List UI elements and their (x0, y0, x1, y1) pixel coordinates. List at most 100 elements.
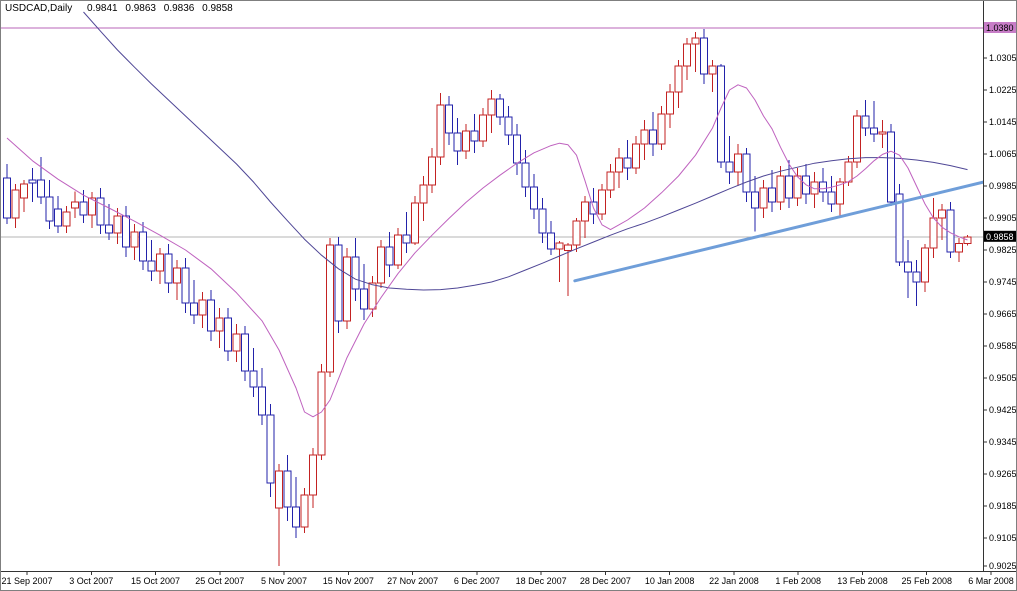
candle-body (836, 181, 844, 205)
candle-body (173, 267, 181, 284)
candle-body (513, 134, 521, 164)
candle-body (895, 193, 904, 263)
candle-body (368, 282, 377, 310)
candle-body (147, 260, 156, 272)
candle-body (666, 91, 674, 115)
candle-body (96, 197, 105, 226)
candle-body (606, 171, 615, 191)
candle-body (921, 247, 929, 283)
candle-body (54, 208, 62, 227)
candle-body (122, 215, 130, 248)
candle-body (683, 43, 691, 67)
candle-body (334, 244, 343, 322)
price-tick-label: 0.9585 (989, 341, 1017, 351)
time-tick-label: 6 Dec 2007 (454, 576, 500, 586)
time-tick-label: 6 Mar 2008 (968, 576, 1014, 586)
ma-slow-line (83, 11, 968, 291)
candle-body (385, 246, 394, 266)
price-tick-label: 0.9265 (989, 469, 1017, 479)
candle-body (360, 288, 368, 310)
candle-body (37, 179, 45, 198)
candle-body (45, 196, 54, 222)
candle-body (394, 234, 402, 266)
price-tick-label: 0.9505 (989, 373, 1017, 383)
price-tick-label: 0.9985 (989, 181, 1017, 191)
price-tick-label: 1.0305 (989, 53, 1017, 63)
candle-body (734, 153, 742, 173)
candle-body (156, 253, 164, 272)
time-tick-label: 5 Nov 2007 (261, 576, 307, 586)
candle-body (62, 211, 71, 227)
candle-body (28, 179, 37, 184)
time-tick-label: 22 Jan 2008 (709, 576, 759, 586)
horizontal-line-price-label: 1.0380 (986, 23, 1014, 33)
candle-body (819, 181, 827, 193)
candle-body (224, 317, 232, 352)
candle-body (768, 187, 776, 203)
plot-area[interactable] (1, 11, 984, 566)
current-price-badge (984, 230, 1016, 242)
candle-body (249, 370, 258, 388)
candle-body (453, 132, 462, 152)
time-tick-label: 28 Dec 2007 (580, 576, 631, 586)
price-tick-label: 0.9425 (989, 405, 1017, 415)
time-axis[interactable]: 21 Sep 2007 3 Oct 2007 15 Oct 2007 25 Oct 2… (1, 572, 1014, 586)
price-tick-label: 1.0145 (989, 117, 1017, 127)
time-tick-label: 10 Jan 2008 (645, 576, 695, 586)
candle-body (632, 143, 640, 169)
ma-fast-line (6, 84, 968, 418)
candle-body (530, 186, 538, 210)
candle-body (547, 232, 555, 250)
candle-body (623, 157, 632, 169)
quote-low: 0.9836 (163, 3, 195, 14)
current-price-label: 0.9858 (986, 232, 1014, 242)
trendline-annotation[interactable] (573, 180, 984, 283)
candle-body (640, 129, 649, 145)
time-tick-label: 3 Oct 2007 (69, 576, 113, 586)
candle-body (462, 130, 470, 152)
candle-body (929, 217, 938, 249)
candle-body (555, 242, 564, 250)
candle-body (241, 333, 249, 372)
candle-body (691, 37, 700, 45)
time-tick-label: 25 Oct 2007 (195, 576, 244, 586)
price-tick-label: 0.9905 (989, 213, 1017, 223)
candle-body (309, 454, 317, 496)
candle-body (207, 299, 215, 332)
candle-body (11, 189, 20, 219)
candle-body (844, 161, 853, 183)
candle-body (258, 386, 266, 416)
price-axis[interactable]: 1.0305 1.0225 1.0145 1.0065 0.9985 0.9905 0.98… (983, 22, 1017, 571)
quote-close: 0.9858 (202, 3, 233, 14)
candle-body (615, 157, 623, 173)
candle-body (912, 271, 921, 283)
quote-open: 0.9841 (87, 3, 118, 14)
candle-body (538, 208, 547, 234)
candle-body (581, 201, 589, 222)
price-tick-label: 0.9825 (989, 245, 1017, 255)
candle-body (351, 256, 360, 290)
candle-body (904, 261, 912, 273)
candle-body (139, 231, 147, 262)
candle-body (215, 317, 224, 332)
candle-body (861, 115, 870, 129)
candle-body (71, 201, 79, 209)
candle-body (598, 189, 606, 215)
candle-body (853, 115, 861, 163)
price-tick-label: 0.9105 (989, 533, 1017, 543)
candle-body (725, 161, 734, 173)
candle-body (232, 333, 241, 352)
time-tick-label: 25 Feb 2008 (901, 576, 952, 586)
candle-body (742, 153, 751, 193)
candle-body (292, 506, 300, 528)
candle-body (198, 299, 207, 316)
candle-body (88, 197, 96, 216)
candle-body (428, 156, 436, 186)
candle-body (419, 184, 428, 204)
candle-body (963, 236, 972, 245)
candle-body (445, 104, 453, 134)
candle-body (181, 267, 190, 304)
time-tick-label: 18 Dec 2007 (516, 576, 567, 586)
